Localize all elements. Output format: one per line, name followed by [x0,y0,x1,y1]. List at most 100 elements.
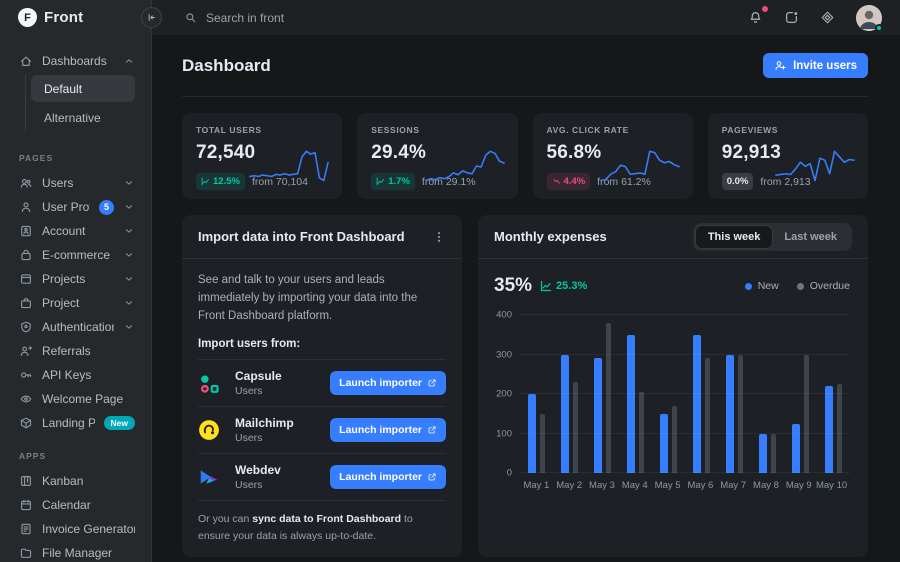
stat-value: 92,913 [721,142,782,163]
bar-overdue[interactable] [837,384,842,473]
sidebar-collapse-button[interactable] [141,7,162,28]
sidebar-item-project[interactable]: Project [0,291,143,315]
trend-badge: 1.7% [371,173,415,190]
bar-new[interactable] [528,394,536,473]
stat-compare: from 2,913 [760,175,811,188]
bar-overdue[interactable] [540,413,545,473]
tab-this-week[interactable]: This week [695,225,773,248]
stat-meta: 1.7% from 29.1% [371,173,503,190]
expenses-change-value: 25.3% [556,280,588,292]
invite-users-button[interactable]: Invite users [763,53,868,78]
sidebar-item-landing-page[interactable]: Landing Page New [0,411,143,435]
bar-new[interactable] [726,354,734,473]
gridline [520,472,850,473]
sidebar-subitem-default[interactable]: Default [31,75,135,102]
sidebar-item-invoice-generator[interactable]: Invoice Generator [0,517,143,541]
sidebar-item-dashboards[interactable]: Dashboards [0,49,143,73]
import-row-capsule: Capsule Users Launch importer [198,359,446,406]
bar-group-may-10 [817,315,850,473]
bar-group-may-5 [652,315,685,473]
import-source-name: Webdev [235,463,281,478]
sidebar-item-file-manager[interactable]: File Manager [0,541,143,562]
monthly-expenses-card: Monthly expenses This week Last week 35% [478,215,868,558]
referrals-icon [20,346,33,356]
global-search[interactable] [184,10,748,25]
chevron-glyph [125,59,133,63]
sidebar-subitem-alternative[interactable]: Alternative [44,110,101,125]
stat-card-total-users: TOTAL USERS 72,540 12.5% from 70,104 [182,113,343,199]
bar-new[interactable] [627,334,635,473]
bar-overdue[interactable] [573,382,578,473]
sidebar-item-user-profile[interactable]: User Profile 5 [0,195,143,219]
bar-overdue[interactable] [672,405,677,473]
stat-label: TOTAL USERS [196,125,262,135]
bar-new[interactable] [693,334,701,473]
bar-new[interactable] [660,413,668,473]
sidebar-item-api-keys[interactable]: API Keys [0,363,143,387]
sidebar-item-label: Dashboards [42,54,107,68]
import-data-card: Import data into Front Dashboard See and… [182,215,462,558]
x-tick-label: May 8 [753,480,779,491]
bar-new[interactable] [825,386,833,473]
launch-importer-button[interactable]: Launch importer [330,465,446,490]
tab-last-week[interactable]: Last week [772,226,849,248]
bar-new[interactable] [759,433,767,473]
bar-new[interactable] [594,358,602,473]
chart-summary-row: 35% 25.3% New Overdue [494,271,850,301]
sidebar-item-label: Welcome Page [42,392,124,406]
bar-overdue[interactable] [804,354,809,473]
footer-suffix: to ensure your data is always up-to-date… [198,513,413,543]
x-tick-label: May 6 [687,480,714,491]
page-content: Dashboard Invite users TOTAL USERS 72,540… [152,35,900,562]
bar-new[interactable] [561,354,569,473]
legend-dot [796,282,804,290]
chevron-down-icon [123,225,135,237]
sidebar-item-authentication[interactable]: Authentication [0,315,143,339]
sidebar-item-account[interactable]: Account [0,219,143,243]
sidebar-item-referrals[interactable]: Referrals [0,339,143,363]
legend-item-new[interactable]: New [744,280,779,292]
brand-logo[interactable]: F Front [0,0,151,35]
import-source: Capsule Users [235,369,319,397]
trend-badge: 4.4% [546,173,591,190]
trend-badge: 12.5% [196,173,245,190]
sidebar-item-label: Referrals [42,344,91,358]
sidebar-item-users[interactable]: Users [0,171,143,195]
bar-group-may-6 [685,315,718,473]
sidebar-item-label: File Manager [42,546,113,560]
launch-importer-button[interactable]: Launch importer [330,371,446,396]
bar-overdue[interactable] [738,354,743,473]
chevron-down-icon [123,201,135,213]
sidebar-item-calendar[interactable]: Calendar [0,493,143,517]
cards-row: Import data into Front Dashboard See and… [182,215,868,558]
bar-overdue[interactable] [639,392,644,473]
search-input[interactable] [206,10,506,25]
ellipsis-vertical-icon [437,231,441,242]
bar-group-may-8 [751,315,784,473]
launch-importer-button[interactable]: Launch importer [330,418,446,443]
bar-new[interactable] [792,423,800,473]
import-source: Webdev Users [235,463,319,491]
plot-area [520,314,850,473]
stat-label: SESSIONS [371,125,420,135]
activity-button[interactable] [784,10,799,25]
import-subtitle: Import users from: [198,338,301,351]
card-menu-button[interactable] [432,230,446,244]
user-avatar[interactable] [856,4,883,32]
bar-overdue[interactable] [771,433,776,473]
bar-group-may-3 [586,315,619,473]
legend-item-overdue[interactable]: Overdue [796,280,850,292]
x-tick-label: May 9 [785,480,812,491]
sidebar-item-welcome-page[interactable]: Welcome Page [0,387,143,411]
sidebar-item-kanban[interactable]: Kanban [0,469,143,493]
apps-button[interactable] [820,10,835,25]
notifications-button[interactable] [748,6,768,25]
bar-overdue[interactable] [606,322,611,473]
sidebar-item-projects[interactable]: Projects [0,267,143,291]
sidebar-item-label: User Profile [42,200,90,214]
chevron-glyph [125,253,133,257]
chevron-down-icon [123,321,135,333]
bar-overdue[interactable] [705,358,710,473]
sidebar-item-e-commerce[interactable]: E-commerce [0,243,143,267]
